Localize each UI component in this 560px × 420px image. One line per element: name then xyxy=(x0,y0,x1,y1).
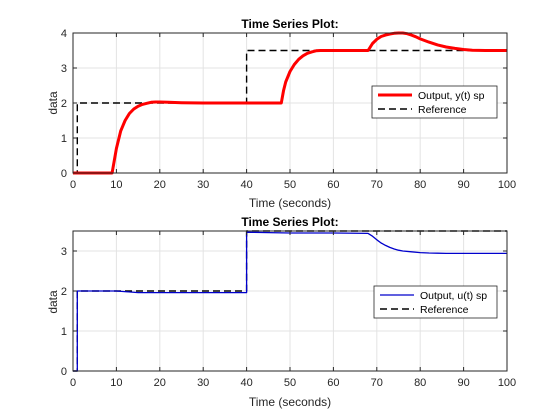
bottom-x-tick-label: 50 xyxy=(284,377,296,389)
bottom-x-tick-label: 90 xyxy=(457,377,469,389)
top-series-output-line xyxy=(73,31,507,175)
bottom-chart-ylabel: data xyxy=(46,290,60,314)
bottom-legend-label-output: Output, u(t) sp xyxy=(420,290,487,302)
bottom-chart-xlabel: Time (seconds) xyxy=(249,395,331,409)
top-chart-xlabel: Time (seconds) xyxy=(249,196,331,210)
top-chart-title: Time Series Plot: xyxy=(241,17,338,31)
top-x-tick-label: 100 xyxy=(498,179,516,191)
top-x-tick-label: 0 xyxy=(70,179,76,191)
top-legend: Output, y(t) sp Reference xyxy=(371,85,498,119)
bottom-x-tick-label: 40 xyxy=(240,377,252,389)
bottom-y-tick-label: 1 xyxy=(61,326,67,338)
bottom-chart-title: Time Series Plot: xyxy=(241,215,338,229)
top-y-tick-label: 1 xyxy=(61,133,67,145)
bottom-y-tick-label: 0 xyxy=(61,366,67,378)
bottom-x-tick-label: 100 xyxy=(498,377,516,389)
bottom-x-tick-label: 10 xyxy=(110,377,122,389)
bottom-legend-box xyxy=(373,285,498,319)
top-x-tick-label: 30 xyxy=(197,179,209,191)
top-x-tick-label: 80 xyxy=(414,179,426,191)
top-y-tick-label: 4 xyxy=(61,28,67,40)
top-x-tick-label: 60 xyxy=(327,179,339,191)
top-x-tick-label: 70 xyxy=(371,179,383,191)
top-legend-box xyxy=(371,85,498,119)
bottom-x-tick-label: 60 xyxy=(327,377,339,389)
top-legend-label-reference: Reference xyxy=(418,104,467,116)
top-chart-ylabel: data xyxy=(46,91,60,115)
bottom-series-output-line xyxy=(73,231,507,372)
top-y-tick-label: 2 xyxy=(61,98,67,110)
top-legend-label-output: Output, y(t) sp xyxy=(418,90,485,102)
top-x-tick-label: 90 xyxy=(457,179,469,191)
bottom-x-tick-label: 20 xyxy=(154,377,166,389)
top-x-tick-label: 20 xyxy=(154,179,166,191)
bottom-legend-label-reference: Reference xyxy=(420,304,469,316)
top-x-tick-label: 50 xyxy=(284,179,296,191)
bottom-y-tick-label: 2 xyxy=(61,286,67,298)
bottom-x-tick-label: 30 xyxy=(197,377,209,389)
bottom-chart: Time Series Plot: Time (seconds) data 0 1… xyxy=(46,215,516,409)
bottom-y-tick-label: 3 xyxy=(61,246,67,258)
bottom-legend: Output, u(t) sp Reference xyxy=(373,285,498,319)
bottom-x-tick-label: 70 xyxy=(371,377,383,389)
top-x-tick-label: 40 xyxy=(240,179,252,191)
top-y-tick-label: 0 xyxy=(61,168,67,180)
bottom-x-tick-label: 0 xyxy=(70,377,76,389)
top-chart: Time Series Plot: Time (seconds) data 0 1… xyxy=(46,17,516,210)
top-y-tick-label: 3 xyxy=(61,63,67,75)
bottom-x-tick-label: 80 xyxy=(414,377,426,389)
top-x-tick-label: 10 xyxy=(110,179,122,191)
